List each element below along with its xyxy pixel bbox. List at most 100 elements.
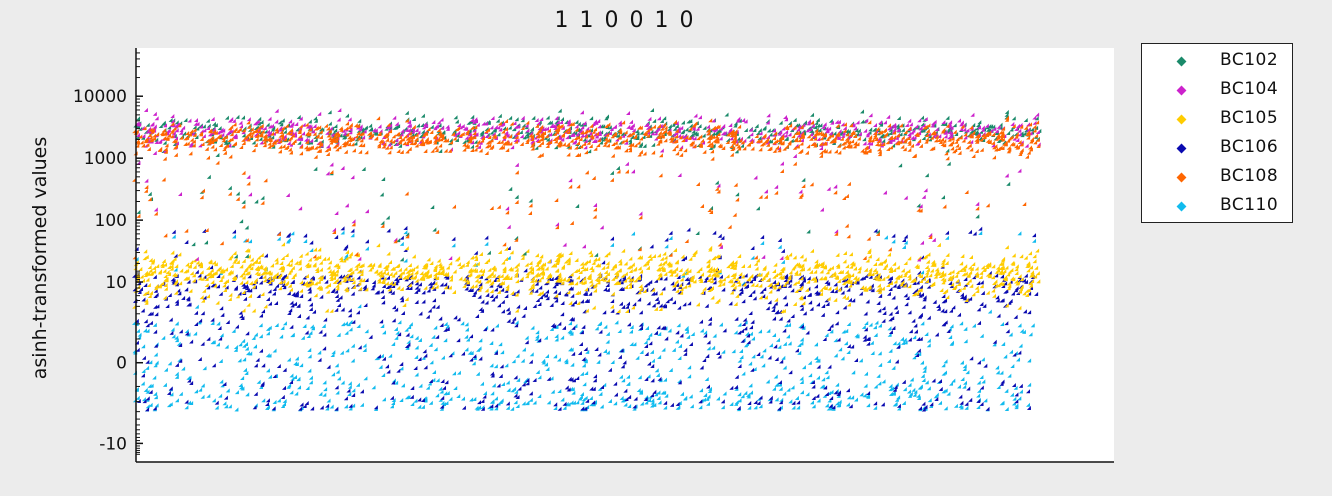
data-point-bc106 xyxy=(913,329,918,334)
data-point-bc110 xyxy=(554,337,559,342)
data-point-bc106 xyxy=(167,293,172,298)
data-point-bc110 xyxy=(440,355,445,360)
data-point-bc110 xyxy=(445,324,450,329)
data-point-bc105 xyxy=(755,258,760,263)
data-point-bc106 xyxy=(516,304,521,309)
data-point-bc106 xyxy=(299,293,304,298)
data-point-bc105 xyxy=(179,268,184,273)
data-point-bc105 xyxy=(241,258,246,263)
data-point-bc108 xyxy=(183,141,188,146)
data-point-bc105 xyxy=(525,271,530,276)
data-point-bc110 xyxy=(758,329,763,334)
data-point-bc105 xyxy=(162,268,167,273)
data-point-bc105 xyxy=(227,271,232,276)
data-point-bc105 xyxy=(148,271,153,276)
data-point-bc110 xyxy=(888,383,893,388)
data-point-bc108 xyxy=(153,211,158,216)
data-point-bc110 xyxy=(649,403,654,408)
data-point-bc105 xyxy=(615,280,620,285)
data-point-bc105 xyxy=(284,253,289,258)
data-point-bc102 xyxy=(241,199,246,204)
data-point-bc106 xyxy=(662,325,667,330)
data-point-bc106 xyxy=(806,276,811,281)
data-point-bc106 xyxy=(210,283,215,288)
data-point-bc104 xyxy=(830,120,835,125)
data-point-bc110 xyxy=(1028,332,1033,337)
data-point-bc105 xyxy=(601,265,606,270)
data-point-bc106 xyxy=(469,288,474,293)
data-point-bc105 xyxy=(399,286,404,291)
data-point-bc106 xyxy=(222,381,227,386)
data-point-bc104 xyxy=(761,254,766,259)
data-point-bc108 xyxy=(241,170,246,175)
data-point-bc104 xyxy=(842,125,847,130)
data-point-bc105 xyxy=(244,266,249,271)
data-point-bc110 xyxy=(174,321,179,326)
data-point-bc106 xyxy=(274,301,279,306)
data-point-bc108 xyxy=(326,133,331,138)
data-point-bc108 xyxy=(866,236,871,241)
data-point-bc110 xyxy=(958,403,963,408)
data-point-bc105 xyxy=(192,258,197,263)
data-point-bc106 xyxy=(661,286,666,291)
data-point-bc106 xyxy=(829,396,834,401)
data-point-bc106 xyxy=(583,406,588,411)
data-point-bc110 xyxy=(218,393,223,398)
data-point-bc110 xyxy=(464,334,469,339)
data-point-bc105 xyxy=(342,258,347,263)
data-point-bc105 xyxy=(241,308,246,313)
data-point-bc108 xyxy=(809,182,814,187)
data-point-bc106 xyxy=(532,377,537,382)
data-point-bc110 xyxy=(598,391,603,396)
data-point-bc110 xyxy=(356,324,361,329)
data-point-bc105 xyxy=(950,269,955,274)
data-point-bc105 xyxy=(819,291,824,296)
data-point-bc104 xyxy=(136,132,141,137)
data-point-bc106 xyxy=(833,390,838,395)
data-point-bc110 xyxy=(888,387,893,392)
data-point-bc106 xyxy=(888,311,893,316)
data-point-bc105 xyxy=(1002,269,1007,274)
data-point-bc105 xyxy=(198,262,203,267)
data-point-bc106 xyxy=(951,305,956,310)
data-point-bc110 xyxy=(1011,401,1016,406)
data-point-bc106 xyxy=(174,299,179,304)
data-point-bc102 xyxy=(313,166,318,171)
data-point-bc106 xyxy=(638,322,643,327)
data-point-bc110 xyxy=(1007,373,1012,378)
data-point-bc105 xyxy=(911,292,916,297)
data-point-bc110 xyxy=(575,400,580,405)
data-point-bc106 xyxy=(949,308,954,313)
data-point-bc105 xyxy=(827,286,832,291)
data-point-bc106 xyxy=(706,285,711,290)
data-point-bc102 xyxy=(405,232,410,237)
data-point-bc105 xyxy=(1014,271,1019,276)
data-point-bc104 xyxy=(798,189,803,194)
data-point-bc105 xyxy=(698,279,703,284)
data-point-bc108 xyxy=(875,126,880,131)
data-point-bc105 xyxy=(628,256,633,261)
data-point-bc108 xyxy=(502,242,507,247)
data-point-bc106 xyxy=(916,336,921,341)
data-point-bc106 xyxy=(842,305,847,310)
data-point-bc110 xyxy=(494,323,499,328)
data-point-bc105 xyxy=(504,246,509,251)
data-point-bc106 xyxy=(639,325,644,330)
data-point-bc105 xyxy=(666,261,671,266)
data-point-bc102 xyxy=(553,145,558,150)
data-point-bc105 xyxy=(628,268,633,273)
data-point-bc110 xyxy=(868,322,873,327)
data-point-bc102 xyxy=(714,131,719,136)
data-point-bc106 xyxy=(743,326,748,331)
data-point-bc106 xyxy=(833,289,838,294)
data-point-bc110 xyxy=(512,386,517,391)
data-point-bc106 xyxy=(364,239,369,244)
data-point-bc110 xyxy=(397,320,402,325)
data-point-bc106 xyxy=(271,291,276,296)
data-point-bc106 xyxy=(143,319,148,324)
data-point-bc105 xyxy=(855,277,860,282)
data-point-bc104 xyxy=(892,122,897,127)
data-point-bc105 xyxy=(992,293,997,298)
data-point-bc106 xyxy=(513,375,518,380)
data-point-bc108 xyxy=(862,255,867,260)
